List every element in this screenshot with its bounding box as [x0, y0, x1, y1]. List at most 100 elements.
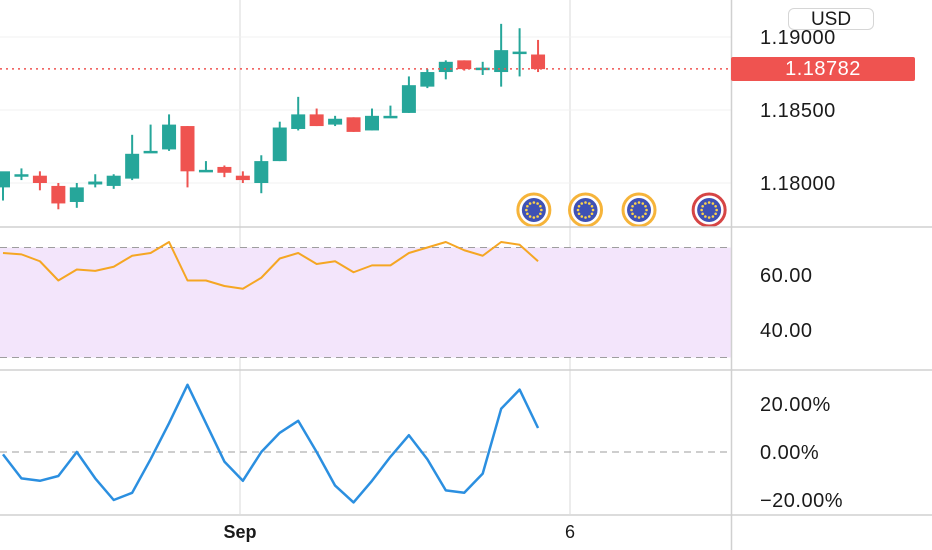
rsi-series[interactable] [2, 241, 539, 290]
candle[interactable] [14, 168, 29, 181]
candle[interactable] [88, 174, 103, 188]
star-dot [645, 208, 648, 212]
candle[interactable] [401, 76, 416, 113]
candle-body [420, 72, 435, 87]
grid-layer [0, 0, 731, 514]
star-dot [540, 208, 543, 212]
star-dot [539, 212, 542, 216]
candle-body [309, 114, 324, 127]
candle[interactable] [457, 60, 472, 71]
candlestick-series[interactable] [0, 23, 546, 210]
eu-flag-icon[interactable] [691, 192, 727, 228]
candle[interactable] [494, 23, 509, 87]
star-dot [644, 212, 647, 216]
candle-body [217, 166, 232, 173]
candle[interactable] [217, 165, 232, 178]
star-dot [591, 208, 595, 212]
star-dot [580, 215, 584, 218]
event-disc [521, 198, 546, 222]
candle[interactable] [125, 134, 140, 181]
candle-body [346, 117, 361, 132]
eu-flag-icon[interactable] [621, 192, 657, 228]
star-dot [536, 202, 539, 205]
star-dot [704, 202, 707, 205]
candle-body [291, 114, 306, 129]
candle[interactable] [328, 115, 343, 127]
star-dot [700, 208, 703, 212]
star-dot [631, 204, 634, 208]
candle-body [162, 124, 177, 150]
candle[interactable] [512, 28, 527, 77]
candle[interactable] [254, 155, 269, 194]
candle-body [125, 153, 140, 179]
candle[interactable] [180, 126, 195, 188]
candle[interactable] [0, 171, 10, 201]
star-dot [584, 216, 587, 219]
candle-body [0, 171, 10, 188]
candle[interactable] [531, 39, 546, 73]
star-dot [711, 202, 715, 205]
last-price-tag: 1.18782 [731, 57, 915, 81]
candle-body [457, 60, 472, 70]
price-axis-labels: 1.19000 1.18500 1.18000 60.00 40.00 20.00% 0.0… [760, 27, 843, 512]
candle-body [254, 161, 269, 183]
candle[interactable] [475, 61, 490, 75]
star-dot [539, 204, 542, 208]
economic-events[interactable] [516, 192, 727, 228]
star-dot [528, 215, 532, 218]
candle-body [438, 61, 453, 73]
candle[interactable] [32, 171, 47, 191]
oscillator-series[interactable] [0, 383, 731, 504]
rsi-band-fill [0, 247, 731, 358]
candle-body [328, 118, 343, 125]
osc-tick-label: 0.00% [760, 442, 819, 464]
star-dot [633, 202, 637, 205]
time-axis-labels: Sep 6 [223, 522, 575, 542]
candle[interactable] [272, 121, 287, 162]
star-dot [707, 216, 711, 219]
star-dot [631, 212, 634, 216]
candle-body [32, 175, 47, 183]
star-dot [714, 212, 717, 216]
candle[interactable] [198, 161, 213, 173]
star-dot [526, 212, 529, 216]
star-dot [701, 212, 704, 216]
candle[interactable] [346, 117, 361, 132]
candle[interactable] [143, 124, 158, 154]
star-dot [641, 202, 645, 205]
currency-badge[interactable]: USD [788, 8, 874, 30]
price-tick-label: 1.18500 [760, 100, 836, 122]
eu-flag-icon[interactable] [516, 192, 552, 228]
candle[interactable] [420, 69, 435, 89]
star-dot [577, 212, 581, 216]
candle[interactable] [69, 183, 84, 208]
star-dot [707, 201, 711, 204]
star-dot [577, 204, 581, 208]
star-dot [532, 201, 536, 204]
candle-body [383, 115, 398, 119]
candle-body [51, 185, 66, 204]
price-tick-label: 1.18000 [760, 173, 836, 195]
candle[interactable] [309, 108, 324, 127]
candle[interactable] [106, 174, 121, 189]
candle[interactable] [438, 60, 453, 80]
star-dot [536, 215, 539, 218]
candle-body [143, 150, 158, 154]
candle[interactable] [365, 108, 379, 131]
star-dot [641, 215, 645, 218]
candle[interactable] [291, 96, 306, 131]
star-dot [637, 201, 641, 204]
candle-body [531, 54, 546, 70]
event-disc [573, 198, 598, 222]
candle[interactable] [162, 114, 177, 151]
rsi-band [0, 247, 731, 358]
star-dot [576, 208, 580, 212]
eu-flag-icon[interactable] [568, 192, 604, 228]
candle[interactable] [235, 171, 250, 183]
star-dot [633, 215, 637, 218]
candle-body [106, 175, 121, 186]
candle[interactable] [51, 183, 66, 210]
candle[interactable] [383, 105, 398, 119]
star-dot [580, 202, 584, 205]
